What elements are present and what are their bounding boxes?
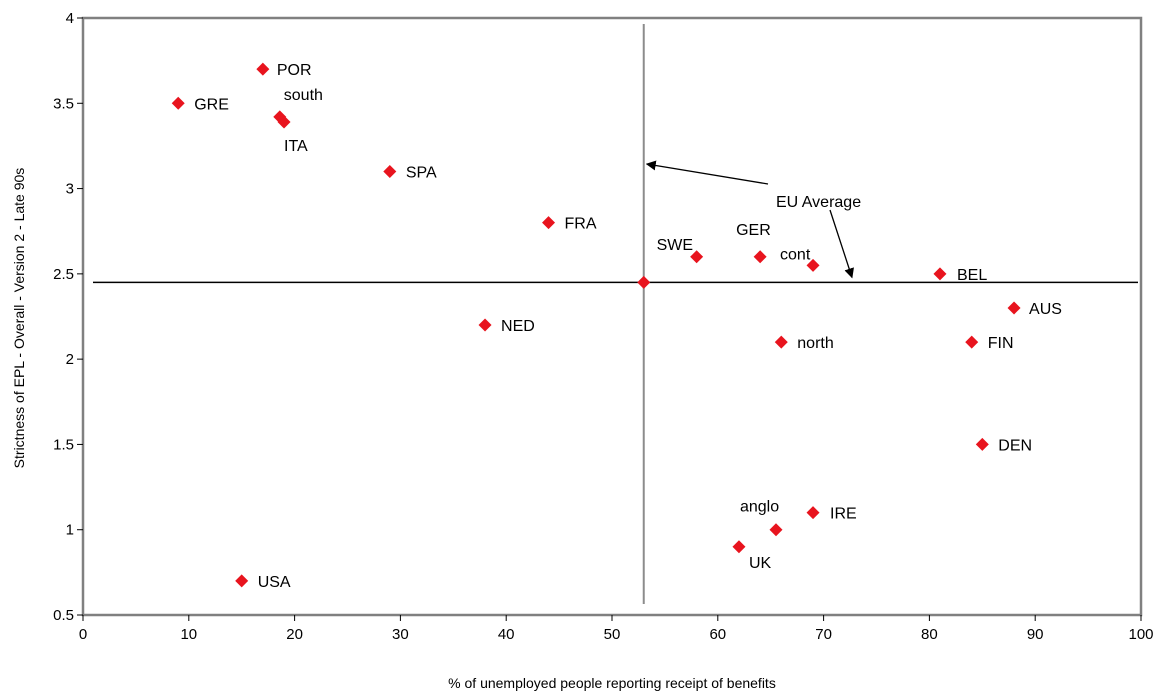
y-tick-label: 1 <box>66 522 74 539</box>
x-tick-label: 100 <box>1128 626 1153 643</box>
x-tick-label: 40 <box>498 626 515 643</box>
point-marker-NED <box>478 318 492 332</box>
plot-frame <box>81 16 1143 617</box>
point-label-GRE: GRE <box>194 96 229 113</box>
point-label-GER: GER <box>736 222 771 239</box>
point-marker-GER <box>753 250 767 264</box>
data-points <box>171 62 1021 588</box>
point-marker-BEL <box>933 267 947 281</box>
x-tick-label: 0 <box>79 626 87 643</box>
x-tick-label: 80 <box>921 626 938 643</box>
point-marker-FRA <box>542 216 556 230</box>
x-axis-ticks: 0 10 20 30 40 50 60 70 80 90 100 <box>79 615 1154 643</box>
y-tick-label: 3 <box>66 181 74 198</box>
point-label-IRE: IRE <box>830 506 857 523</box>
point-label-DEN: DEN <box>998 437 1032 454</box>
point-marker-IRE <box>806 506 820 520</box>
point-label-AUS: AUS <box>1029 301 1062 318</box>
point-marker-eu-average <box>637 275 651 289</box>
eu-average-annotation: EU Average <box>645 160 861 279</box>
y-tick-label: 2.5 <box>53 266 74 283</box>
point-marker-GRE <box>171 96 185 110</box>
point-label-north: north <box>797 335 833 352</box>
point-marker-north <box>774 335 788 349</box>
point-label-SWE: SWE <box>657 237 693 254</box>
point-label-UK: UK <box>749 555 772 572</box>
point-marker-UK <box>732 540 746 554</box>
point-marker-DEN <box>975 437 989 451</box>
y-tick-label: 0.5 <box>53 607 74 624</box>
point-marker-anglo <box>769 523 783 537</box>
eu-average-label: EU Average <box>776 194 861 211</box>
point-label-cont: cont <box>780 246 811 263</box>
y-axis-title: Strictness of EPL - Overall - Version 2 … <box>11 168 27 469</box>
x-tick-label: 50 <box>604 626 621 643</box>
point-marker-USA <box>235 574 249 588</box>
reference-lines <box>93 24 1138 604</box>
point-label-ITA: ITA <box>284 138 308 155</box>
point-label-anglo: anglo <box>740 499 779 516</box>
eu-average-arrow-left <box>645 160 769 185</box>
x-axis-title: % of unemployed people reporting receipt… <box>448 675 776 691</box>
x-tick-label: 90 <box>1027 626 1044 643</box>
point-label-POR: POR <box>277 62 312 79</box>
y-tick-label: 1.5 <box>53 436 74 453</box>
point-marker-SPA <box>383 165 397 179</box>
point-marker-ITA <box>277 115 291 129</box>
point-marker-POR <box>256 62 270 76</box>
y-tick-label: 4 <box>66 10 74 27</box>
point-label-FRA: FRA <box>565 216 597 233</box>
plot-border <box>81 16 1143 617</box>
point-label-BEL: BEL <box>957 267 987 284</box>
x-tick-label: 60 <box>709 626 726 643</box>
point-marker-cont <box>806 258 820 272</box>
point-label-USA: USA <box>258 574 291 591</box>
y-axis-ticks: 0.5 1 1.5 2 2.5 3 3.5 4 <box>53 10 83 624</box>
point-label-NED: NED <box>501 318 535 335</box>
point-marker-AUS <box>1007 301 1021 315</box>
x-tick-label: 30 <box>392 626 409 643</box>
y-tick-label: 2 <box>66 351 74 368</box>
point-label-south: south <box>284 87 323 104</box>
point-label-FIN: FIN <box>988 335 1014 352</box>
point-marker-SWE <box>690 250 704 264</box>
x-tick-label: 20 <box>286 626 303 643</box>
point-labels: GRE POR south ITA SPA FRA NED SWE GER cont BEL AUS n… <box>194 62 1062 591</box>
point-label-SPA: SPA <box>406 165 437 182</box>
eu-average-arrow-right <box>829 209 854 279</box>
x-tick-label: 70 <box>815 626 832 643</box>
x-tick-label: 10 <box>180 626 197 643</box>
y-tick-label: 3.5 <box>53 95 74 112</box>
point-marker-FIN <box>965 335 979 349</box>
